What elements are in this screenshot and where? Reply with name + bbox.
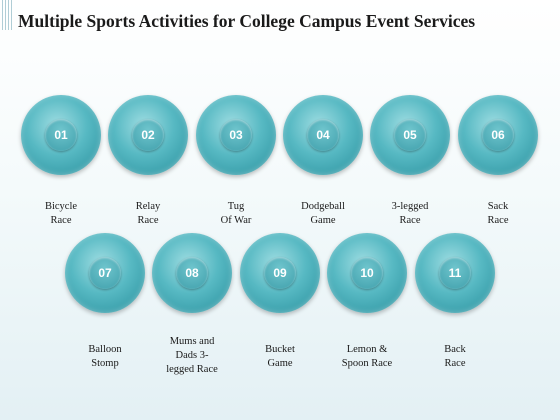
activity-label: Back Race xyxy=(444,344,466,369)
badge-number: 05 xyxy=(394,119,426,151)
decorative-corner-lines xyxy=(0,0,14,30)
badge-number: 04 xyxy=(307,119,339,151)
number-badge: 04 xyxy=(283,95,363,175)
number-badge: 08 xyxy=(152,233,232,313)
badge-number: 07 xyxy=(89,257,121,289)
activity-label: Dodgeball Game xyxy=(301,201,345,226)
number-badge: 01 xyxy=(21,95,101,175)
number-badge: 09 xyxy=(240,233,320,313)
number-badge: 07 xyxy=(65,233,145,313)
number-badge: 03 xyxy=(196,95,276,175)
badge-number: 10 xyxy=(351,257,383,289)
number-badge: 05 xyxy=(370,95,450,175)
activity-label: Relay Race xyxy=(135,201,161,226)
badge-number: 11 xyxy=(439,257,471,289)
badge-number: 06 xyxy=(482,119,514,151)
number-badge: 02 xyxy=(108,95,188,175)
badge-number: 03 xyxy=(220,119,252,151)
badge-number: 08 xyxy=(176,257,208,289)
activity-label: Sack Race xyxy=(487,201,509,226)
badge-number: 02 xyxy=(132,119,164,151)
number-badge: 06 xyxy=(458,95,538,175)
activity-label: Mums and Dads 3- legged Race xyxy=(166,336,218,375)
activity-label: 3-legged Race xyxy=(391,201,429,226)
page-title: Multiple Sports Activities for College C… xyxy=(18,10,476,31)
badge-number: 01 xyxy=(45,119,77,151)
number-badge: 10 xyxy=(327,233,407,313)
activity-label: Lemon & Spoon Race xyxy=(341,344,393,369)
activity-label: Tug Of War xyxy=(220,201,252,226)
activity-label: Bicycle Race xyxy=(44,201,78,226)
activity-label: Bucket Game xyxy=(265,344,295,369)
activity-label: Balloon Stomp xyxy=(88,344,122,369)
badge-number: 09 xyxy=(264,257,296,289)
number-badge: 11 xyxy=(415,233,495,313)
